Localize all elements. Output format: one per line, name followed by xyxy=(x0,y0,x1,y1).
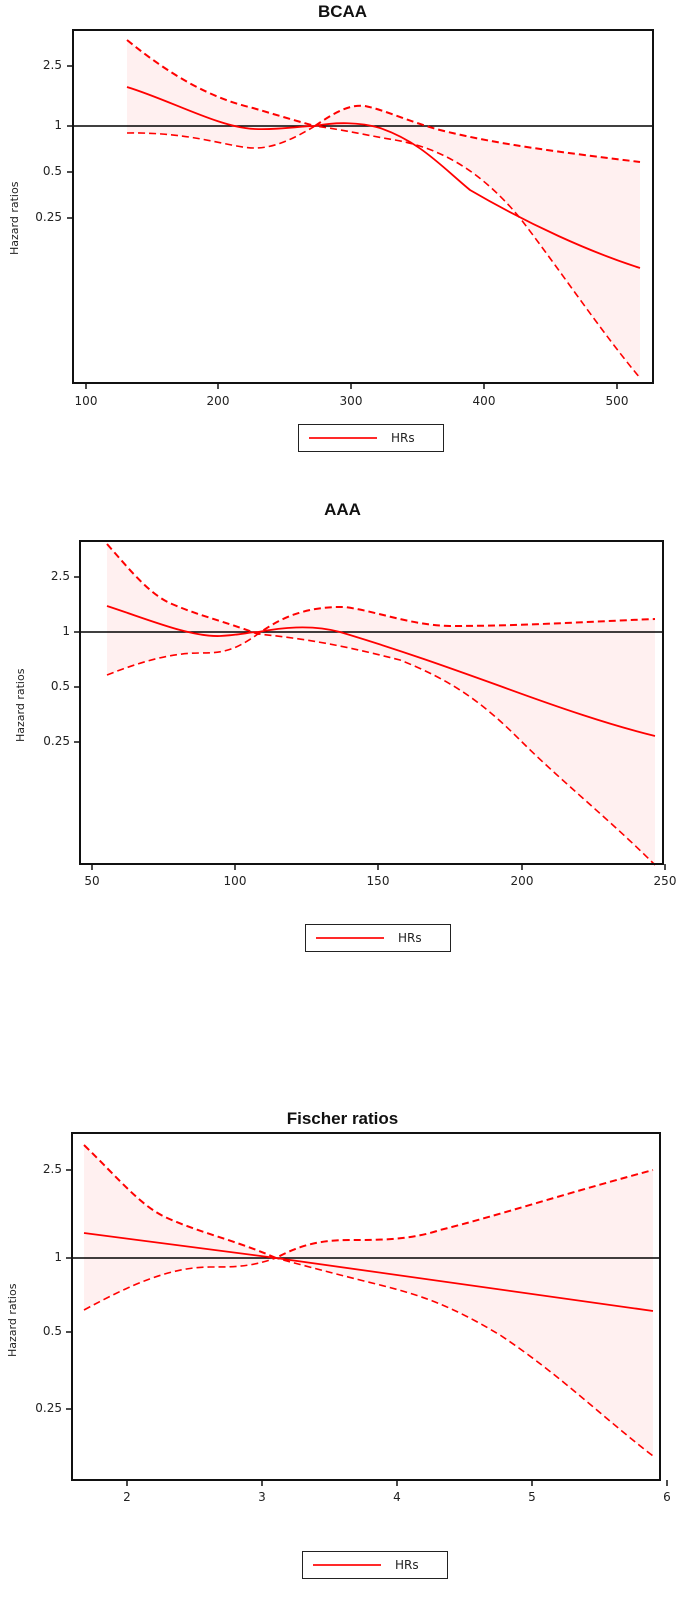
upper-ci-line xyxy=(126,39,641,163)
plot-area xyxy=(66,1132,668,1486)
x-tick-label: 50 xyxy=(84,874,100,888)
confidence-band xyxy=(107,544,655,865)
x-tick-label: 200 xyxy=(510,874,534,888)
chart-title: AAA xyxy=(324,500,361,519)
x-tick-label: 250 xyxy=(653,874,677,888)
chart-aaa: AAA Hazard ratios 2.5 1 0.5 0.25 50 100 … xyxy=(0,490,685,980)
legend: HRs xyxy=(302,1551,448,1579)
y-tick-label: 0.5 xyxy=(42,164,62,178)
y-tick-label: 2.5 xyxy=(42,58,62,72)
legend: HRs xyxy=(305,924,451,952)
plot-area xyxy=(74,540,666,870)
lower-ci-line xyxy=(83,1257,654,1457)
legend-label: HRs xyxy=(395,1558,419,1572)
y-tick-label: 0.5 xyxy=(42,1324,62,1338)
x-tick-label: 200 xyxy=(206,394,230,408)
y-tick-label: 0.25 xyxy=(35,210,62,224)
y-tick-label: 1 xyxy=(54,1250,62,1264)
x-tick-label: 3 xyxy=(258,1490,266,1504)
plot-frame xyxy=(79,540,664,865)
upper-ci-line xyxy=(106,543,656,636)
chart-bcaa: BCAA Hazard ratios 2.5 1 0.5 0.25 100 20… xyxy=(0,0,685,480)
x-tick-label: 300 xyxy=(339,394,363,408)
x-tick-label: 5 xyxy=(528,1490,536,1504)
chart-title: BCAA xyxy=(317,2,368,21)
legend: HRs xyxy=(298,424,444,452)
lower-ci-line xyxy=(126,125,641,379)
y-tick-label: 0.5 xyxy=(50,679,70,693)
hr-line xyxy=(126,86,641,269)
confidence-band xyxy=(127,40,640,378)
x-tick-label: 6 xyxy=(663,1490,671,1504)
plot-frame xyxy=(72,29,654,384)
y-tick-label: 0.25 xyxy=(35,1401,62,1415)
y-tick-label: 2.5 xyxy=(50,569,70,583)
x-tick-label: 100 xyxy=(74,394,98,408)
upper-ci-line xyxy=(83,1144,654,1260)
x-tick-label: 100 xyxy=(223,874,247,888)
legend-line-swatch xyxy=(313,1564,381,1566)
hr-line xyxy=(83,1232,654,1312)
confidence-band xyxy=(84,1145,653,1456)
y-tick-label: 2.5 xyxy=(42,1162,62,1176)
x-tick-label: 400 xyxy=(472,394,496,408)
legend-label: HRs xyxy=(391,431,415,445)
legend-line-swatch xyxy=(309,437,377,439)
y-tick-label: 0.25 xyxy=(43,734,70,748)
x-tick-label: 4 xyxy=(393,1490,401,1504)
x-tick-label: 2 xyxy=(123,1490,131,1504)
y-tick-label: 1 xyxy=(54,118,62,132)
chart-title: Fischer ratios xyxy=(286,1109,399,1128)
y-axis-label: Hazard ratios xyxy=(6,1283,19,1357)
y-tick-label: 1 xyxy=(62,624,70,638)
hr-line xyxy=(106,605,656,737)
legend-line-swatch xyxy=(316,937,384,939)
plot-area xyxy=(67,29,654,389)
x-tick-label: 500 xyxy=(605,394,629,408)
legend-label: HRs xyxy=(398,931,422,945)
x-tick-label: 150 xyxy=(366,874,390,888)
plot-frame xyxy=(71,1132,661,1481)
chart-fischer-ratios: Fischer ratios Hazard ratios 2.5 1 0.5 0… xyxy=(0,1095,685,1609)
